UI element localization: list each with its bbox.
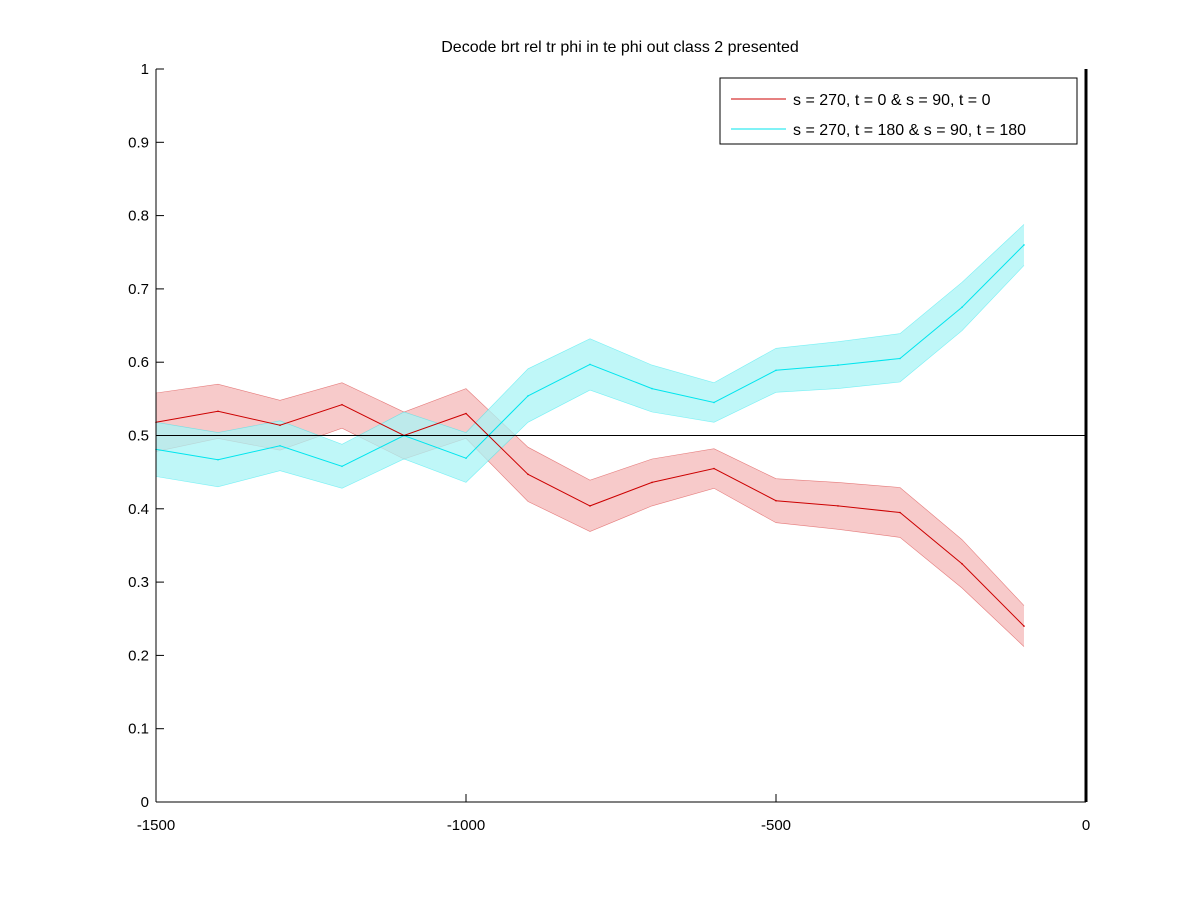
y-tick-label: 0.2 xyxy=(128,647,149,664)
data-point-series-1 xyxy=(961,563,963,565)
data-point-series-1 xyxy=(899,511,901,514)
confidence-band-series-1 xyxy=(156,382,1024,647)
data-point-series-1 xyxy=(279,424,281,427)
legend: s = 270, t = 0 & s = 90, t = 0 s = 270, t… xyxy=(719,77,1078,145)
legend-box xyxy=(719,77,1078,145)
axes xyxy=(155,68,1087,803)
data-point-series-2 xyxy=(279,445,281,447)
band-upper-edge-series-1 xyxy=(155,382,1025,606)
data-point-series-1 xyxy=(1023,625,1025,627)
band-upper-edge-series-2 xyxy=(155,224,1025,445)
y-tick-label: 0.9 xyxy=(128,134,149,151)
y-tick-label: 0.8 xyxy=(128,208,149,225)
y-tick-label: 0.1 xyxy=(128,721,149,738)
legend-label-series-2: s = 270, t = 180 & s = 90, t = 180 xyxy=(793,122,1026,139)
x-tick-label: 0 xyxy=(1082,817,1090,834)
data-point-series-1 xyxy=(217,410,219,413)
chart-title: Decode brt rel tr phi in te phi out clas… xyxy=(441,39,799,56)
data-point-series-2 xyxy=(837,364,839,366)
confidence-bands xyxy=(155,224,1025,647)
data-point-series-2 xyxy=(713,401,715,404)
data-point-series-1 xyxy=(837,505,839,507)
x-tick-label: -1500 xyxy=(137,817,175,834)
y-tick-label: 0.3 xyxy=(128,574,149,591)
confidence-band-series-2 xyxy=(156,224,1024,489)
data-point-series-2 xyxy=(961,306,963,309)
x-tick-label: -500 xyxy=(761,817,791,834)
data-point-series-2 xyxy=(651,387,653,390)
data-point-series-1 xyxy=(341,403,343,406)
y-tick-label: 0.4 xyxy=(128,501,149,518)
y-tick-label: 0.5 xyxy=(128,428,149,445)
reference-lines xyxy=(156,69,1088,802)
tick-labels: 0 0.1 0.2 0.3 0.4 0.5 0.6 0.7 0.8 0.9 1 -1500 -1000 -… xyxy=(128,61,1090,834)
data-point-series-2 xyxy=(465,457,467,460)
y-tick-label: 0.6 xyxy=(128,354,149,371)
series-lines xyxy=(155,244,1025,627)
data-point-series-1 xyxy=(713,467,715,470)
data-point-series-1 xyxy=(465,412,467,415)
data-point-series-2 xyxy=(899,357,901,360)
data-point-series-1 xyxy=(589,505,591,507)
data-point-series-2 xyxy=(341,465,343,468)
data-point-series-1 xyxy=(651,481,653,484)
band-lower-edge-series-2 xyxy=(155,265,1025,489)
y-tick-label: 1 xyxy=(141,61,149,78)
data-point-series-2 xyxy=(217,458,219,461)
data-point-series-2 xyxy=(1023,244,1025,246)
data-point-series-2 xyxy=(775,369,777,372)
data-point-series-2 xyxy=(527,395,529,397)
y-tick-label: 0.7 xyxy=(128,281,149,298)
legend-label-series-1: s = 270, t = 0 & s = 90, t = 0 xyxy=(793,92,991,109)
y-tick-label: 0 xyxy=(141,794,149,811)
data-point-series-2 xyxy=(589,363,591,366)
data-point-series-1 xyxy=(775,499,777,502)
x-tick-label: -1000 xyxy=(447,817,485,834)
data-point-series-1 xyxy=(527,473,529,476)
